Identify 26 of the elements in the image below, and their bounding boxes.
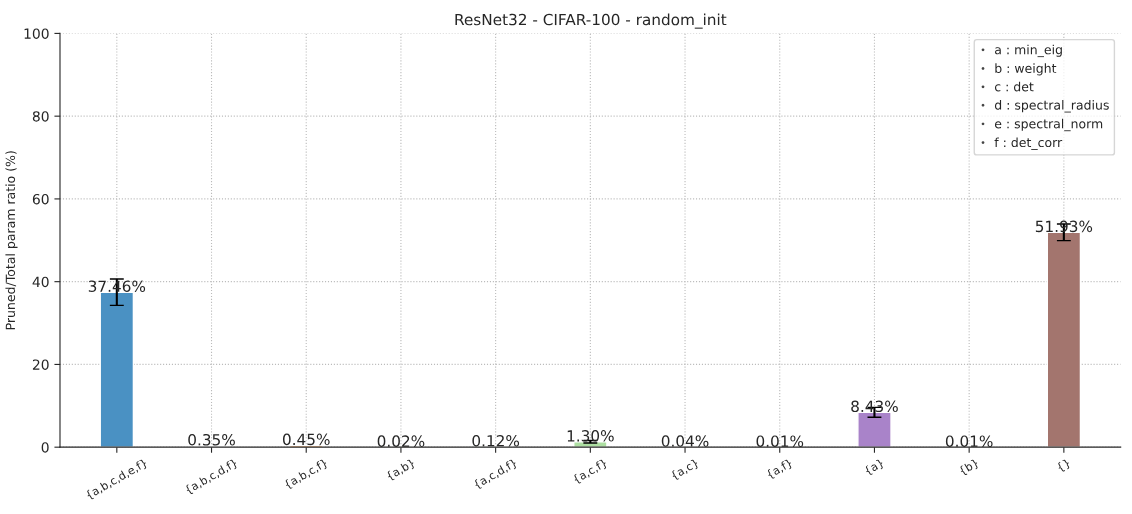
data-label: 1.30% <box>567 430 614 442</box>
annotation: c : det <box>994 81 1034 92</box>
data-label: 0.35% <box>188 433 235 446</box>
y-tick-label: 100 <box>24 28 49 39</box>
data-label: 0.12% <box>472 434 520 447</box>
y-tick-label: 60 <box>32 193 49 205</box>
x-tick-label: {} <box>1056 458 1072 473</box>
chart-title: ResNet32 - CIFAR-100 - random_init <box>455 13 727 29</box>
annotation: f : det_corr <box>994 137 1063 150</box>
data-label: 0.04% <box>661 435 709 447</box>
y-axis-title: Pruned/Total param ratio (%) <box>5 151 18 330</box>
x-tick-label: {a} <box>863 458 885 477</box>
data-label: 0.01% <box>756 435 804 447</box>
annotation: a : min_eig <box>995 44 1062 58</box>
annotation: b : weight <box>995 63 1057 76</box>
data-label: 0.45% <box>282 433 330 446</box>
annotation: d : spectral_radius <box>994 100 1109 113</box>
data-label: 0.01% <box>945 435 993 447</box>
y-tick-label: 80 <box>32 111 49 122</box>
y-tick-label: 20 <box>32 359 49 370</box>
data-label: 8.43% <box>851 400 898 413</box>
data-label: 0.02% <box>377 435 425 447</box>
y-tick-label: 40 <box>32 276 49 288</box>
x-tick-label: {b} <box>958 458 980 477</box>
y-tick-label: 0 <box>41 442 49 453</box>
annotation: e : spectral_norm <box>994 118 1103 132</box>
